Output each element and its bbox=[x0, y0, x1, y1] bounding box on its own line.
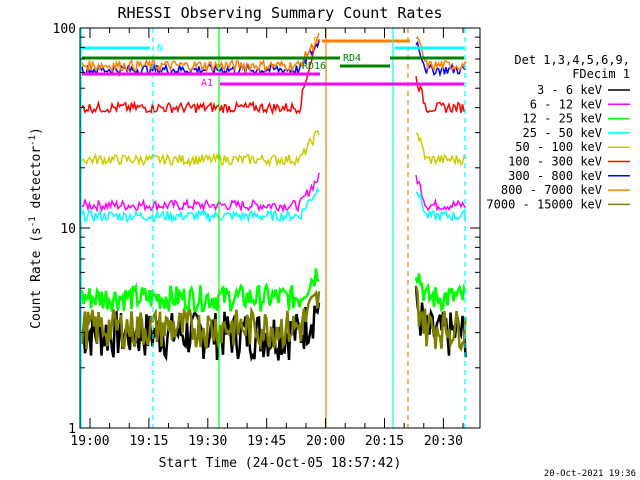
x-tick-label: 19:30 bbox=[188, 434, 227, 449]
x-tick-label: 20:15 bbox=[365, 434, 404, 449]
chart-title: RHESSI Observing Summary Count Rates bbox=[117, 4, 442, 22]
x-tick-label: 20:30 bbox=[424, 434, 463, 449]
series-line bbox=[414, 273, 467, 313]
x-tick-label: 19:00 bbox=[70, 434, 109, 449]
x-tick-label: 19:45 bbox=[247, 434, 286, 449]
annotation-label: S bbox=[313, 36, 319, 47]
series-line bbox=[81, 129, 320, 168]
y-tick-label: 10 bbox=[60, 222, 76, 237]
legend-label: 300 - 800 keV bbox=[508, 169, 602, 183]
series-line bbox=[415, 191, 467, 222]
series-line bbox=[80, 289, 321, 352]
legend-label: 100 - 300 keV bbox=[508, 155, 602, 169]
series-line bbox=[414, 285, 467, 353]
y-tick-label: 100 bbox=[53, 22, 76, 37]
x-tick-label: 20:00 bbox=[306, 434, 345, 449]
series-line bbox=[415, 174, 467, 212]
legend-header-2: FDecim 1 bbox=[572, 67, 630, 81]
y-axis-title-main: Count Rate (s bbox=[29, 227, 44, 329]
series-line bbox=[415, 75, 466, 114]
legend-label: 3 - 6 keV bbox=[537, 83, 602, 97]
y-tick-label: 1 bbox=[68, 422, 76, 437]
annotation-label: RD4 bbox=[343, 53, 361, 64]
x-tick-label: 19:15 bbox=[129, 434, 168, 449]
series-line bbox=[415, 40, 466, 78]
series-line bbox=[81, 32, 320, 74]
legend-label: 800 - 7000 keV bbox=[501, 183, 602, 197]
series-line bbox=[81, 39, 320, 116]
marker-layer: S N RD4 RD16 A1 bbox=[80, 28, 466, 428]
annotation-label: A1 bbox=[201, 78, 213, 89]
annotation-label: RD16 bbox=[302, 61, 326, 72]
legend-label: 50 - 100 keV bbox=[515, 140, 602, 154]
legend-label: 6 - 12 keV bbox=[530, 97, 602, 111]
y-axis-title-sup: -1 bbox=[28, 216, 38, 227]
y-axis-title-close: ) bbox=[29, 127, 44, 135]
legend-label: 25 - 50 keV bbox=[523, 126, 602, 140]
y-axis-title-tail-sup: -1 bbox=[28, 135, 38, 146]
y-axis-title-tail: detector bbox=[29, 146, 44, 217]
legend-header-1: Det 1,3,4,5,6,9, bbox=[514, 53, 630, 67]
axis-layer: 1 10 100 19:00 19:15 19:30 19:45 20:00 20:15 20:3… bbox=[53, 22, 480, 449]
footer-date: 20-Oct-2021 19:36 bbox=[544, 469, 636, 479]
series-line bbox=[81, 172, 320, 214]
x-axis-title: Start Time (24-Oct-05 18:57:42) bbox=[159, 456, 402, 471]
legend-label: 7000 - 15000 keV bbox=[486, 197, 602, 211]
series-line bbox=[80, 268, 320, 313]
legend-label: 12 - 25 keV bbox=[523, 112, 602, 126]
plot-area: S N RD4 RD16 A1 1 10 100 19:00 19:15 19:30 19:45 20… bbox=[53, 22, 481, 449]
series-line bbox=[415, 132, 467, 167]
y-axis-title: Count Rate (s-1 detector-1) bbox=[28, 127, 44, 329]
annotation-label: N bbox=[157, 43, 163, 54]
series-line bbox=[81, 186, 320, 224]
